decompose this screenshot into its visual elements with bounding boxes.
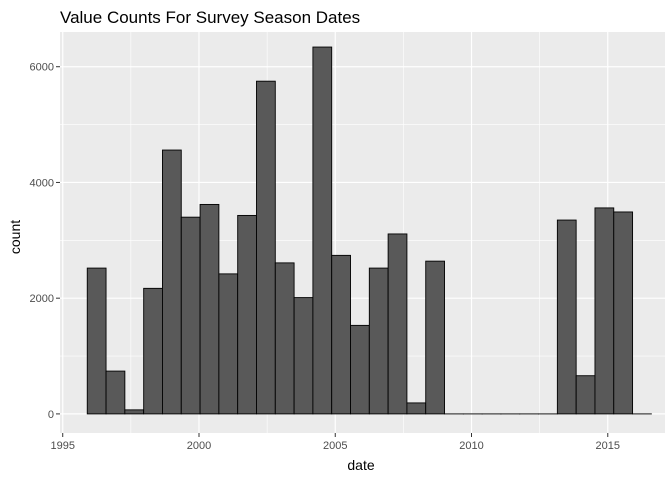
histogram-bar <box>218 273 239 415</box>
histogram-bar <box>594 207 615 415</box>
histogram-bar <box>425 260 445 415</box>
histogram-bar <box>331 254 351 415</box>
y-tick-label: 6000 <box>30 62 54 74</box>
histogram-bar <box>575 375 596 415</box>
x-axis-ticks: 1995 2000 2005 2010 2015 <box>50 433 620 452</box>
histogram-bar <box>556 219 577 415</box>
histogram-bar <box>312 46 333 415</box>
bars <box>86 46 652 415</box>
x-tick-label: 2005 <box>323 440 347 452</box>
x-tick-label: 2015 <box>596 440 620 452</box>
histogram-bar <box>105 370 126 415</box>
histogram-bar <box>613 211 634 415</box>
histogram-bar <box>368 267 389 415</box>
histogram-bar <box>143 287 163 415</box>
histogram-bar <box>293 297 314 415</box>
histogram-bar <box>387 233 408 415</box>
histogram-bar <box>124 409 145 415</box>
x-axis-title: date <box>347 457 374 473</box>
y-tick-label: 4000 <box>30 177 54 189</box>
y-tick-label: 0 <box>48 409 54 421</box>
histogram-bar <box>350 324 370 415</box>
chart-title: Value Counts For Survey Season Dates <box>60 8 360 27</box>
y-axis-title: count <box>7 220 23 254</box>
y-tick-label: 2000 <box>30 293 54 305</box>
histogram-bar <box>237 214 257 415</box>
x-tick-label: 2000 <box>187 440 211 452</box>
histogram-bar <box>406 402 427 415</box>
histogram-bar <box>162 149 182 415</box>
histogram-bar <box>86 267 107 415</box>
histogram-bar <box>274 262 295 415</box>
histogram-bar <box>256 80 276 415</box>
y-axis-ticks: 0 2000 4000 6000 <box>30 62 60 421</box>
x-tick-label: 2010 <box>459 440 483 452</box>
histogram-bar <box>180 216 201 415</box>
x-tick-label: 1995 <box>50 440 74 452</box>
histogram-bar <box>199 203 220 415</box>
